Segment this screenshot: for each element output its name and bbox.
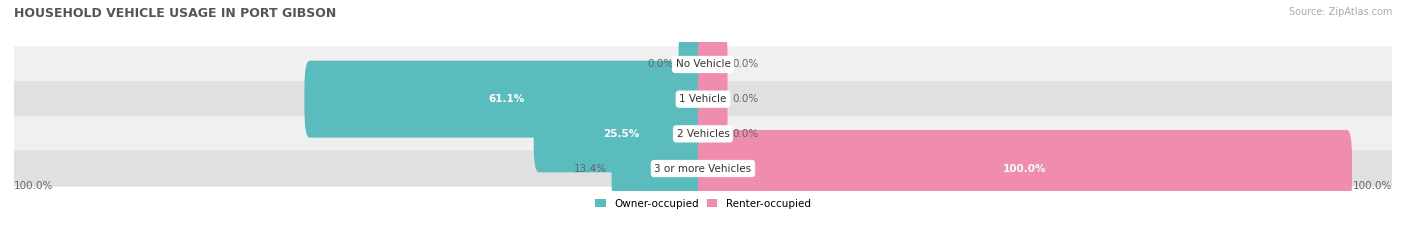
Text: 25.5%: 25.5% <box>603 129 640 139</box>
Text: Source: ZipAtlas.com: Source: ZipAtlas.com <box>1288 7 1392 17</box>
Text: 100.0%: 100.0% <box>14 181 53 191</box>
Text: 0.0%: 0.0% <box>733 94 758 104</box>
Legend: Owner-occupied, Renter-occupied: Owner-occupied, Renter-occupied <box>591 194 815 213</box>
Text: 100.0%: 100.0% <box>1004 164 1046 174</box>
FancyBboxPatch shape <box>697 26 727 103</box>
Text: No Vehicle: No Vehicle <box>675 59 731 69</box>
FancyBboxPatch shape <box>305 61 709 138</box>
FancyBboxPatch shape <box>697 95 727 172</box>
Text: 0.0%: 0.0% <box>648 59 673 69</box>
FancyBboxPatch shape <box>697 61 727 138</box>
FancyBboxPatch shape <box>697 130 1353 207</box>
Text: 2 Vehicles: 2 Vehicles <box>676 129 730 139</box>
Text: 0.0%: 0.0% <box>733 129 758 139</box>
Text: 1 Vehicle: 1 Vehicle <box>679 94 727 104</box>
FancyBboxPatch shape <box>14 46 1392 82</box>
FancyBboxPatch shape <box>612 130 709 207</box>
Text: HOUSEHOLD VEHICLE USAGE IN PORT GIBSON: HOUSEHOLD VEHICLE USAGE IN PORT GIBSON <box>14 7 336 20</box>
FancyBboxPatch shape <box>14 81 1392 117</box>
Text: 61.1%: 61.1% <box>488 94 524 104</box>
FancyBboxPatch shape <box>14 151 1392 187</box>
FancyBboxPatch shape <box>534 95 709 172</box>
Text: 3 or more Vehicles: 3 or more Vehicles <box>654 164 752 174</box>
FancyBboxPatch shape <box>14 116 1392 152</box>
Text: 0.0%: 0.0% <box>733 59 758 69</box>
Text: 13.4%: 13.4% <box>574 164 607 174</box>
Text: 100.0%: 100.0% <box>1353 181 1392 191</box>
FancyBboxPatch shape <box>679 26 709 103</box>
